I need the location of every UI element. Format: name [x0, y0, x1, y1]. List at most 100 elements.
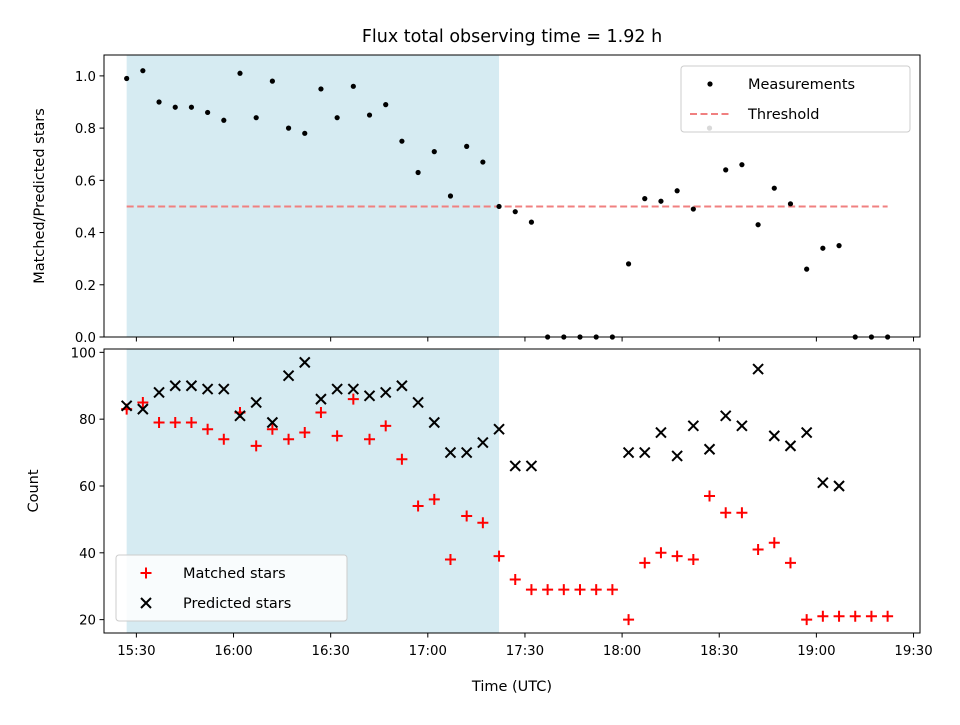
matched-star-point — [590, 584, 602, 596]
predicted-star-point — [784, 440, 797, 452]
measurement-point — [512, 209, 518, 215]
predicted-star-point — [460, 446, 473, 459]
matched-star-point — [639, 557, 651, 569]
panel-1: 0.0 0.2 0.4 0.6 0.8 1.0 Matched/Predicted star… — [32, 54, 921, 346]
matched-star-point — [266, 423, 278, 435]
legend-marker-measurements — [707, 81, 713, 87]
measurement-point — [528, 219, 535, 225]
matched-star-point — [380, 420, 392, 432]
predicted-star-point — [120, 400, 133, 412]
legend-marker-predicted — [140, 597, 152, 609]
y-tick-label: 40 — [79, 547, 96, 562]
measurement-point — [804, 266, 810, 272]
measurement-point — [739, 162, 745, 168]
measurement-point — [690, 206, 696, 212]
matched-star-point — [461, 510, 473, 522]
matched-star-point — [784, 557, 796, 569]
matched-star-point — [687, 553, 699, 565]
measurement-point — [820, 245, 826, 251]
matched-star-point — [704, 490, 716, 502]
x-tick-label: 17:00 — [409, 644, 447, 659]
x-tick-label: 16:30 — [312, 644, 350, 659]
legend: Measurements Threshold — [680, 65, 911, 133]
x-tick-label: 18:30 — [700, 644, 738, 659]
matched-star-point — [364, 433, 376, 445]
chart-title: Flux total observing time = 1.92 h — [362, 27, 662, 47]
predicted-star-point — [720, 410, 732, 422]
measurement-point — [124, 75, 130, 82]
predicted-star-point — [768, 430, 780, 442]
matched-star-point — [137, 396, 149, 408]
matched-star-point — [720, 507, 732, 519]
measurement-point — [836, 243, 842, 249]
predicted-star-point — [153, 386, 165, 399]
measurement-point — [302, 130, 308, 136]
measurement-point — [205, 109, 211, 116]
matched-star-point — [153, 417, 165, 429]
x-tick-label: 19:00 — [797, 644, 835, 659]
matched-star-point — [525, 584, 537, 596]
matched-star-point — [428, 493, 440, 505]
y-tick-label: 0.6 — [75, 174, 96, 189]
matched-star-point — [655, 547, 667, 559]
matched-star-point — [396, 453, 408, 465]
measurement-point — [221, 117, 227, 123]
predicted-star-point — [444, 446, 457, 459]
predicted-star-point — [687, 420, 700, 432]
matched-star-point — [347, 393, 359, 405]
predicted-star-point — [363, 390, 376, 402]
measurement-point — [755, 222, 761, 228]
y-tick-label: 60 — [79, 480, 96, 495]
measurement-point — [447, 193, 454, 199]
matched-star-point — [671, 550, 683, 562]
predicted-star-point — [800, 426, 813, 439]
y-tick-label: 1.0 — [75, 70, 96, 85]
predicted-star-point — [299, 356, 311, 369]
matched-star-point — [185, 417, 197, 429]
measurement-point — [172, 104, 178, 110]
measurement-point — [383, 102, 389, 108]
measurement-point — [253, 115, 259, 121]
y-tick-label: 0.2 — [75, 279, 96, 294]
matched-star-point — [752, 543, 764, 555]
legend-label: Matched stars — [183, 566, 286, 582]
predicted-star-point — [234, 410, 246, 422]
matched-star-point — [801, 614, 813, 626]
y-tick-label: 0.4 — [75, 227, 96, 242]
legend-box — [680, 65, 911, 133]
measurement-point — [334, 115, 340, 121]
measurement-point — [237, 70, 243, 76]
plot-frame — [103, 54, 921, 338]
matched-star-point — [833, 610, 845, 622]
x-tick-label: 17:30 — [506, 644, 544, 659]
measurement-point — [285, 125, 292, 131]
predicted-star-point — [671, 450, 683, 462]
x-tick-label: 15:30 — [117, 644, 155, 659]
measurement-point — [415, 169, 421, 176]
x-tick-label: 18:00 — [603, 644, 641, 659]
predicted-star-point — [396, 380, 408, 392]
matched-star-point — [865, 610, 877, 622]
legend: Matched stars Predicted stars — [115, 554, 348, 622]
matched-star-point — [817, 610, 829, 622]
measurement-point — [464, 143, 470, 149]
matched-star-point — [299, 427, 311, 439]
predicted-star-point — [639, 446, 651, 459]
y-axis-label: Count — [26, 469, 42, 512]
predicted-star-point — [477, 436, 489, 449]
legend-box — [115, 554, 348, 622]
y-tick-label: 100 — [71, 346, 96, 361]
measurement-point — [496, 203, 502, 210]
measurement-point — [399, 138, 405, 144]
measurement-point — [140, 68, 146, 74]
measurement-point — [431, 149, 437, 155]
measurement-point — [156, 99, 162, 105]
predicted-star-point — [250, 396, 262, 409]
y-tick-label: 80 — [79, 413, 96, 428]
legend-label: Predicted stars — [183, 596, 291, 612]
measurement-point — [480, 159, 486, 165]
measurement-point — [771, 185, 777, 191]
matched-star-point — [444, 553, 456, 565]
legend-marker-matched — [140, 567, 152, 579]
